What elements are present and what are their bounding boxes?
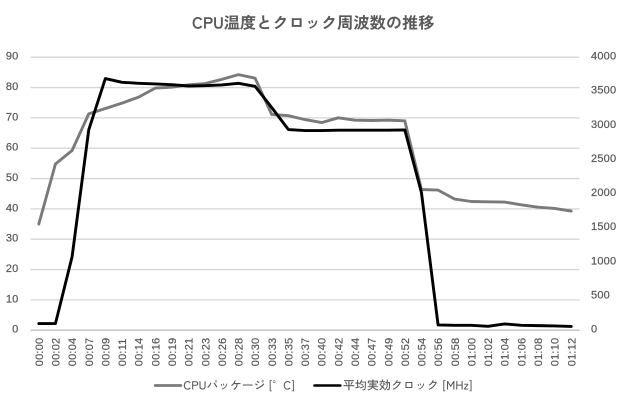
- svg-text:80: 80: [6, 81, 19, 93]
- svg-text:60: 60: [6, 142, 19, 154]
- svg-text:20: 20: [6, 263, 19, 275]
- svg-text:01:10: 01:10: [550, 338, 562, 367]
- svg-text:3500: 3500: [591, 85, 616, 97]
- svg-text:2000: 2000: [591, 187, 616, 199]
- svg-text:01:08: 01:08: [533, 338, 545, 367]
- svg-text:00:42: 00:42: [333, 338, 345, 367]
- svg-text:00:11: 00:11: [117, 338, 129, 366]
- svg-text:00:30: 00:30: [250, 338, 262, 367]
- svg-text:2500: 2500: [591, 153, 616, 165]
- svg-text:00:21: 00:21: [184, 338, 196, 367]
- svg-text:0: 0: [591, 324, 597, 336]
- svg-text:00:28: 00:28: [234, 338, 246, 367]
- svg-text:01:02: 01:02: [483, 338, 495, 367]
- svg-text:00:02: 00:02: [51, 338, 63, 367]
- svg-text:00:58: 00:58: [450, 338, 462, 367]
- svg-text:3000: 3000: [591, 119, 616, 131]
- svg-text:500: 500: [591, 290, 610, 302]
- svg-text:01:00: 01:00: [466, 338, 478, 367]
- svg-text:00:54: 00:54: [417, 338, 429, 367]
- svg-text:00:19: 00:19: [167, 338, 179, 367]
- svg-text:00:47: 00:47: [367, 338, 379, 367]
- svg-text:00:14: 00:14: [134, 338, 146, 367]
- svg-text:00:26: 00:26: [217, 338, 229, 367]
- svg-text:00:16: 00:16: [150, 338, 162, 367]
- svg-text:90: 90: [6, 51, 19, 63]
- svg-text:00:09: 00:09: [100, 338, 112, 367]
- svg-text:0: 0: [12, 324, 18, 336]
- svg-text:1500: 1500: [591, 221, 616, 233]
- svg-text:00:40: 00:40: [317, 338, 329, 367]
- svg-text:4000: 4000: [591, 51, 616, 63]
- svg-text:01:04: 01:04: [500, 338, 512, 367]
- svg-text:40: 40: [6, 202, 19, 214]
- svg-text:01:12: 01:12: [566, 338, 578, 367]
- svg-text:00:52: 00:52: [400, 338, 412, 367]
- svg-text:70: 70: [6, 111, 19, 123]
- svg-text:50: 50: [6, 172, 19, 184]
- svg-text:1000: 1000: [591, 255, 616, 267]
- svg-text:00:00: 00:00: [34, 338, 46, 367]
- svg-text:30: 30: [6, 233, 19, 245]
- svg-text:00:37: 00:37: [300, 338, 312, 367]
- svg-text:00:49: 00:49: [383, 338, 395, 367]
- svg-text:00:23: 00:23: [200, 338, 212, 367]
- svg-text:00:04: 00:04: [67, 338, 79, 367]
- svg-text:01:06: 01:06: [516, 338, 528, 367]
- svg-text:00:35: 00:35: [283, 338, 295, 367]
- svg-text:00:44: 00:44: [350, 338, 362, 367]
- svg-text:00:56: 00:56: [433, 338, 445, 367]
- svg-text:00:33: 00:33: [267, 338, 279, 367]
- svg-text:00:07: 00:07: [84, 338, 96, 367]
- svg-text:10: 10: [6, 293, 19, 305]
